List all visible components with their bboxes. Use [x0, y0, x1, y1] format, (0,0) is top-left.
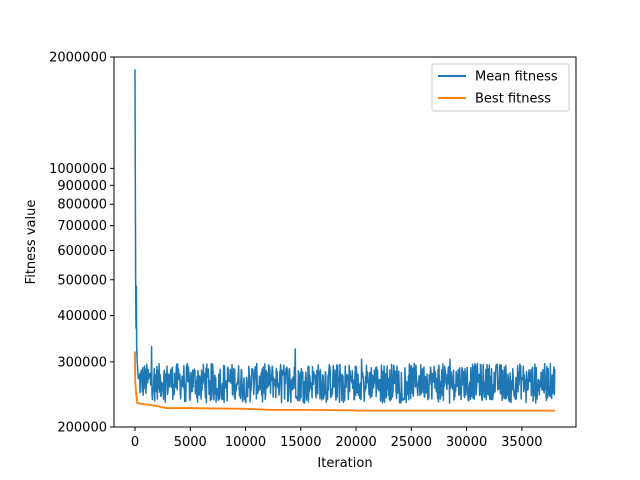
series-mean-fitness-line: [134, 69, 556, 404]
y-tick-label: 500000: [57, 273, 107, 288]
y-tick-label: 2000000: [49, 51, 107, 66]
x-tick-label: 25000: [391, 435, 432, 450]
x-tick-label: 20000: [335, 435, 376, 450]
x-tick-label: 10000: [225, 435, 266, 450]
x-tick-label: 0: [131, 435, 139, 450]
x-tick-label: 35000: [501, 435, 542, 450]
x-tick-label: 30000: [446, 435, 487, 450]
x-tick-label: 5000: [174, 435, 207, 450]
legend-label-best-fitness: Best fitness: [475, 92, 551, 107]
plot-frame: [113, 56, 577, 428]
series-best-fitness-line: [134, 351, 555, 412]
x-axis-ticks: 0 5000 10000 15000 20000 25000 30000 35000: [131, 427, 543, 450]
y-tick-label: 800000: [57, 198, 107, 213]
x-axis-label: Iteration: [317, 456, 372, 471]
y-tick-label: 300000: [57, 355, 107, 370]
y-tick-label: 400000: [57, 309, 107, 324]
y-tick-label: 600000: [57, 244, 107, 259]
legend-box: [431, 63, 570, 112]
y-tick-label: 200000: [57, 421, 107, 436]
y-tick-label: 900000: [57, 179, 107, 194]
plot-lines: [134, 69, 556, 412]
x-tick-label: 15000: [280, 435, 321, 450]
legend-label-mean-fitness: Mean fitness: [475, 70, 558, 85]
y-tick-label: 700000: [57, 219, 107, 234]
y-axis-ticks: 200000 300000 400000 500000 600000 700000 8000…: [49, 51, 114, 436]
legend: Mean fitness Best fitness: [431, 63, 570, 112]
y-tick-label: 1000000: [49, 162, 107, 177]
y-axis-label: Fitness value: [24, 200, 39, 285]
